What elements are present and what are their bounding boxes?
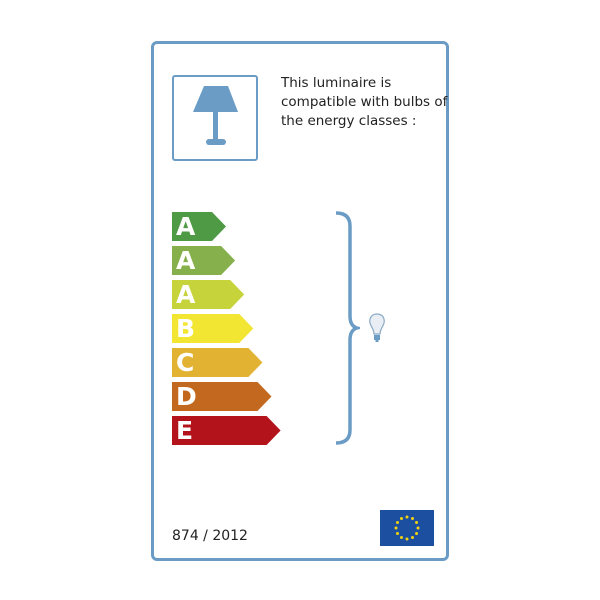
eu-star xyxy=(395,532,399,535)
energy-class-letter: B xyxy=(176,314,196,343)
eu-star xyxy=(400,536,403,540)
eu-star xyxy=(411,516,414,520)
table-lamp-icon xyxy=(172,75,258,161)
eu-star xyxy=(405,537,409,541)
energy-class-letter: E xyxy=(176,416,194,445)
energy-class-letter: D xyxy=(176,382,197,411)
eu-star xyxy=(400,516,403,520)
eu-flag xyxy=(380,510,434,546)
eu-star xyxy=(395,521,399,524)
eu-star xyxy=(416,526,420,530)
label-frame xyxy=(151,41,449,561)
eu-star xyxy=(394,526,398,530)
eu-star xyxy=(415,521,419,524)
regulation-number: 874 / 2012 xyxy=(172,528,248,544)
energy-class-letter: A xyxy=(176,246,196,275)
light-bulb-icon xyxy=(369,313,385,342)
energy-class-letter: A xyxy=(176,280,196,309)
eu-star xyxy=(405,515,409,519)
energy-class-letter: C xyxy=(176,348,195,377)
intro-text: This luminaire is compatible with bulbs … xyxy=(281,75,448,129)
energy-class-letter: A xyxy=(176,212,196,241)
eu-star xyxy=(415,532,419,535)
eu-star xyxy=(411,536,414,540)
bracket xyxy=(335,211,360,445)
